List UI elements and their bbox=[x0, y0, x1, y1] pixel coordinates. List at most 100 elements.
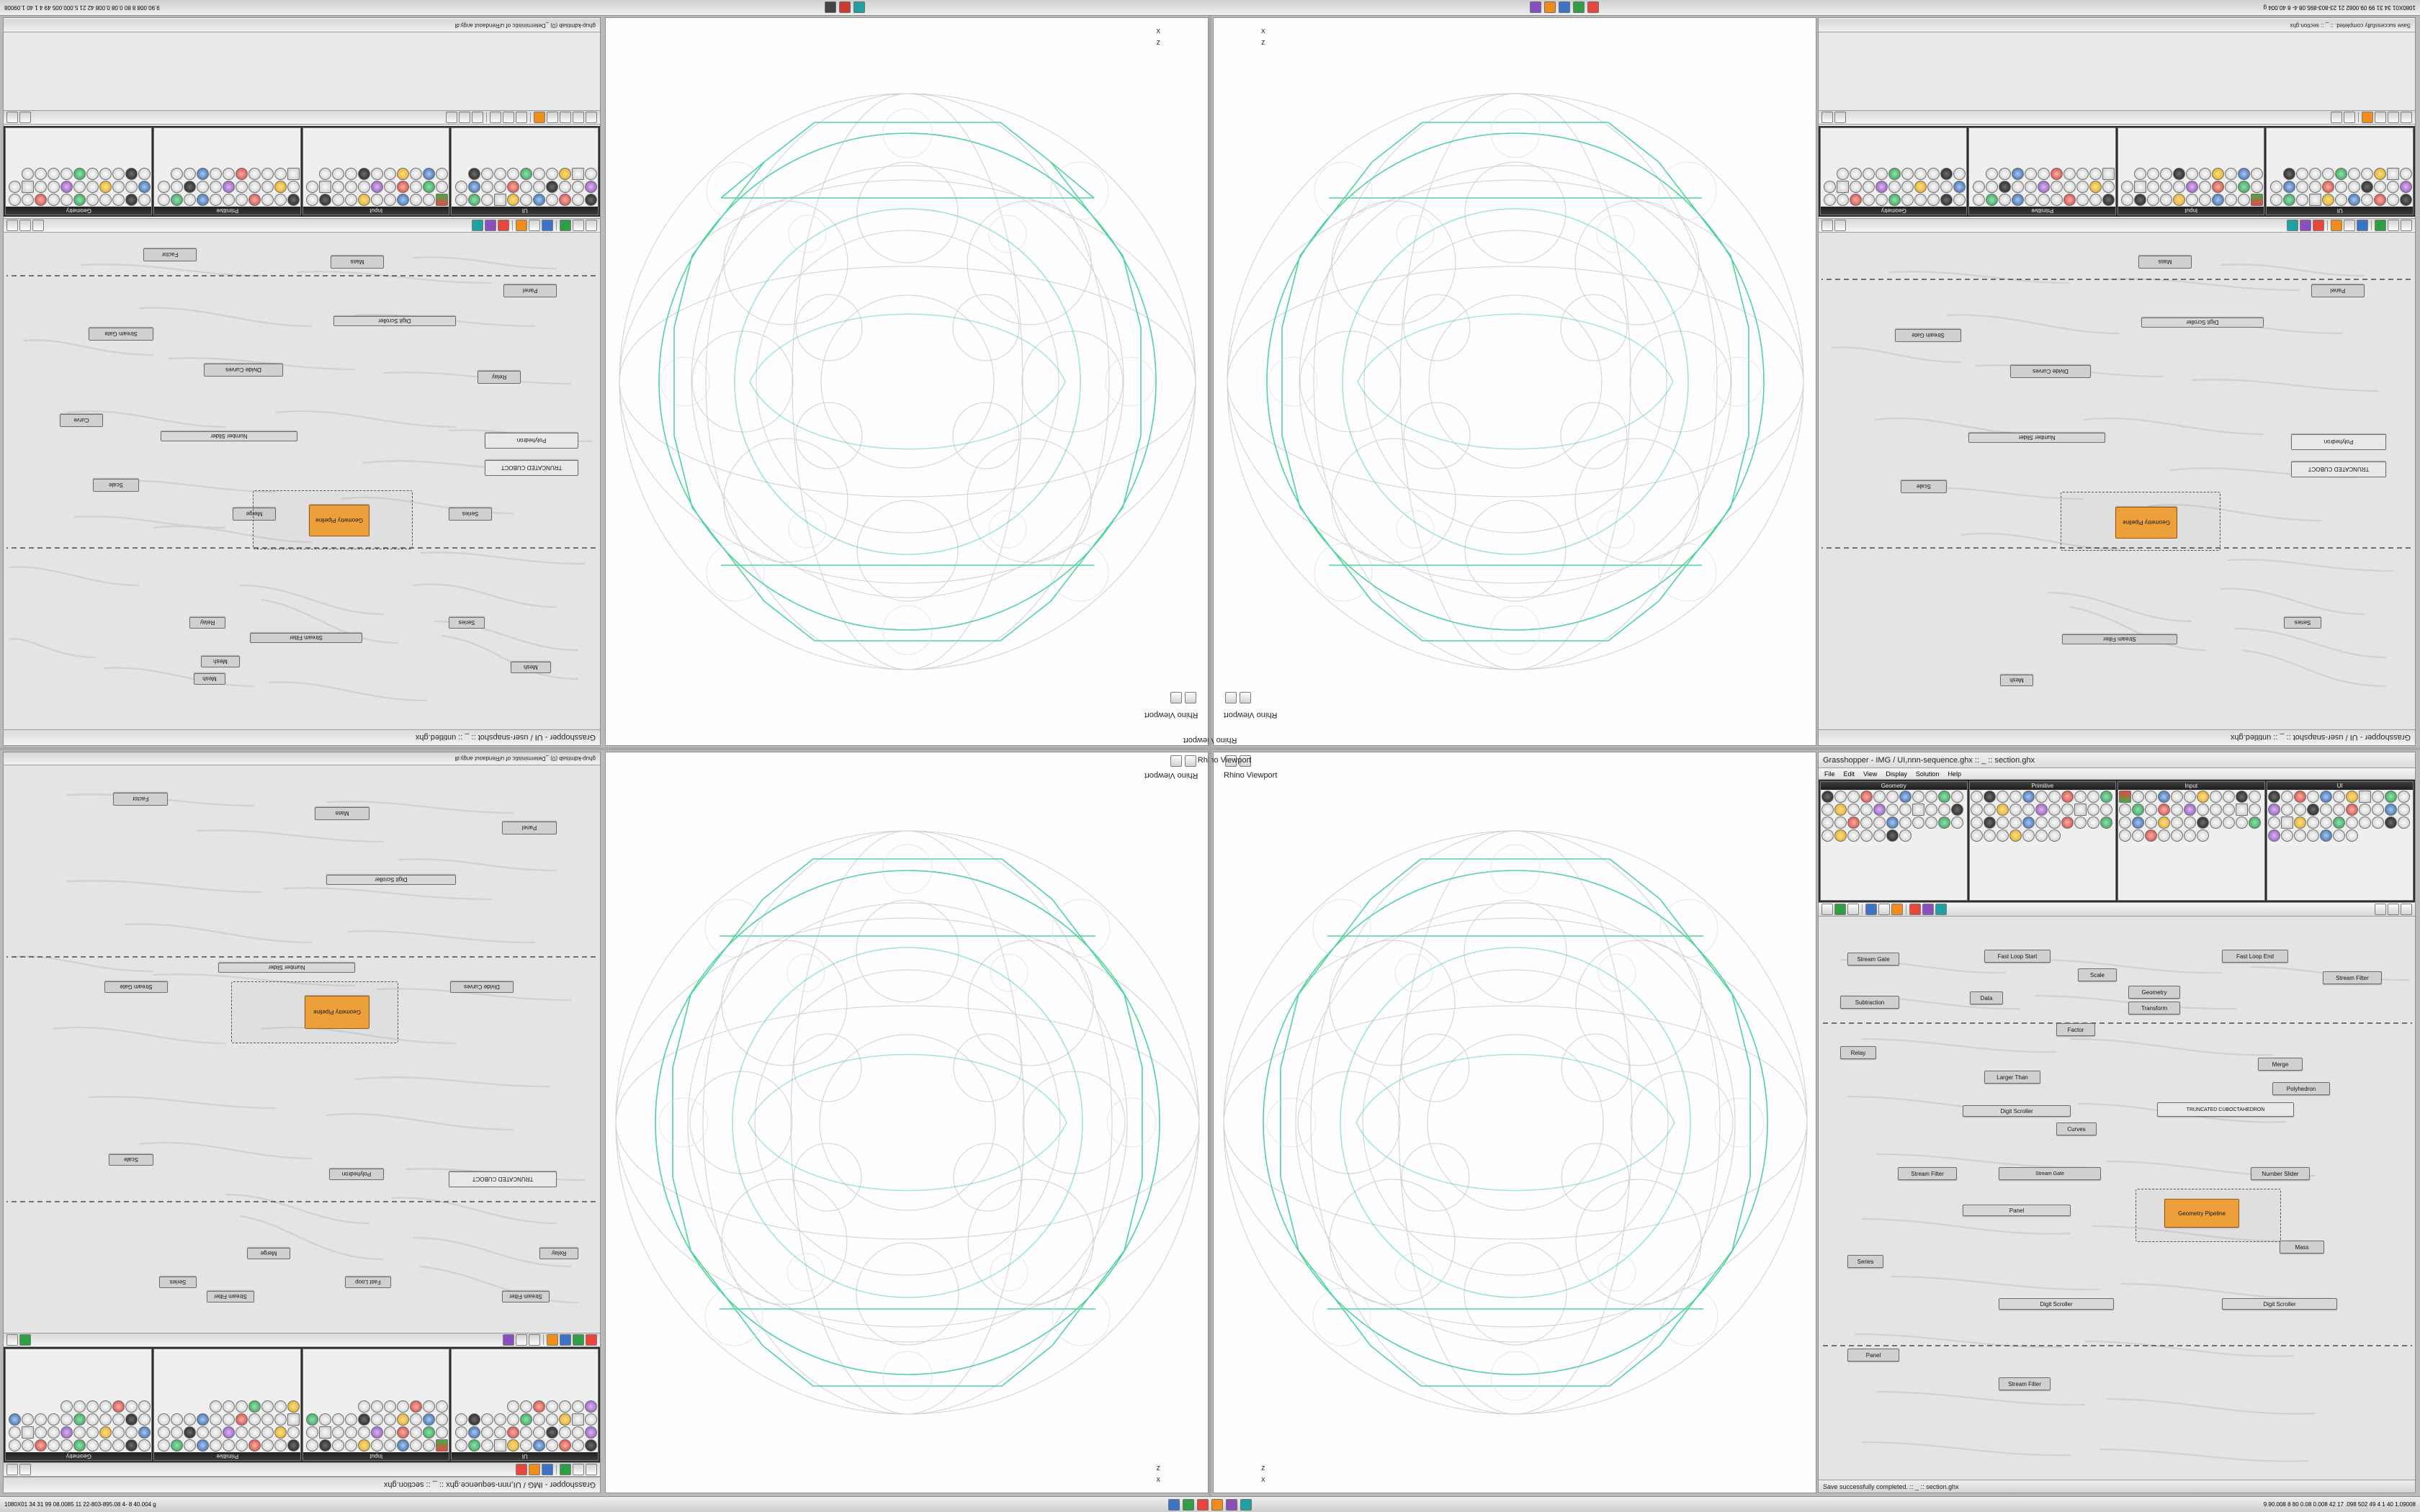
shape-icon-2[interactable] bbox=[503, 112, 514, 123]
ribbon-group-ui[interactable]: UI bbox=[2266, 781, 2414, 901]
gh-ribbon-bl[interactable]: UI Input P bbox=[4, 1347, 600, 1462]
ribbon-group-primitive[interactable]: Primitive bbox=[1968, 127, 2116, 215]
record-icon[interactable] bbox=[516, 1464, 527, 1475]
gh-node[interactable]: Stream Filter bbox=[2323, 971, 2382, 984]
eye-icon[interactable] bbox=[32, 220, 44, 231]
taskbar-app-7[interactable] bbox=[838, 1, 851, 14]
rhino-viewport-top-right[interactable]: x z bbox=[1213, 17, 1816, 746]
ribbon-icons[interactable] bbox=[1821, 128, 1967, 207]
settings-icon[interactable] bbox=[2287, 220, 2298, 231]
gh-node[interactable]: Mass bbox=[2280, 1241, 2324, 1254]
viewport-corner-icons-tl[interactable] bbox=[1170, 692, 1196, 703]
ribbon-tab-label[interactable]: UI bbox=[452, 1452, 598, 1460]
gh-node[interactable]: Stream Gate bbox=[89, 328, 153, 341]
zoom-icon[interactable] bbox=[542, 1464, 553, 1475]
zoom-icon[interactable] bbox=[542, 220, 553, 231]
preview-icon[interactable] bbox=[516, 220, 527, 231]
viewport-icon-a[interactable] bbox=[1170, 755, 1182, 767]
gh-node[interactable]: Mesh bbox=[511, 662, 551, 673]
gh-node[interactable]: Scale bbox=[109, 1154, 153, 1166]
ribbon-tab-label[interactable]: Primitive bbox=[154, 1452, 300, 1460]
viewport-icon-b[interactable] bbox=[1185, 692, 1196, 703]
viewport-canvas-tl[interactable]: x z bbox=[606, 18, 1208, 745]
ribbon-tab-label[interactable]: UI bbox=[2267, 207, 2413, 215]
new-icon[interactable] bbox=[1821, 904, 1833, 915]
gh-node[interactable]: Stream Gate bbox=[1895, 329, 1961, 342]
menu-view[interactable]: View bbox=[1863, 770, 1878, 778]
viewport-canvas-bl[interactable]: x z bbox=[606, 752, 1208, 1493]
ribbon-group-primitive[interactable]: Primitive bbox=[153, 127, 301, 215]
shape-icon-1[interactable] bbox=[516, 112, 527, 123]
ribbon-icons[interactable] bbox=[2118, 790, 2264, 900]
ribbon-tab-label[interactable]: Input bbox=[2118, 207, 2264, 215]
viewport-canvas-br[interactable]: x z bbox=[1214, 752, 1816, 1493]
gh-node[interactable]: Mesh bbox=[201, 656, 240, 667]
gh-node[interactable]: Relay bbox=[189, 617, 225, 629]
dot-icon[interactable] bbox=[534, 112, 545, 123]
new-icon[interactable] bbox=[586, 1464, 597, 1475]
gh-node-slider[interactable]: Digit Scroller bbox=[333, 316, 456, 326]
gh-node-slider[interactable]: Digit Scroller bbox=[1999, 1298, 2114, 1310]
grid-icon[interactable] bbox=[2388, 904, 2399, 915]
letter-icon-d[interactable] bbox=[560, 112, 571, 123]
rhino-viewport-bottom-right[interactable]: x z bbox=[1213, 752, 1816, 1493]
gh-node[interactable]: Fast Loop bbox=[345, 1277, 391, 1288]
gh-node[interactable]: Divide Curves bbox=[2010, 365, 2091, 378]
viewport-canvas-tr[interactable]: x z bbox=[1214, 18, 1816, 745]
shape-icon-2[interactable] bbox=[2331, 112, 2342, 123]
viewport-icon-b[interactable] bbox=[1240, 755, 1251, 767]
taskbar-app-2[interactable] bbox=[1182, 1498, 1194, 1511]
letter-icon-e[interactable] bbox=[586, 112, 597, 123]
top-taskbar[interactable]: 1080X01 34 31 99 09.0082 21 23-803-895.0… bbox=[0, 0, 2420, 16]
preview-icon[interactable] bbox=[2331, 220, 2342, 231]
menu-solution[interactable]: Solution bbox=[1915, 770, 1940, 778]
preview-icon[interactable] bbox=[529, 1464, 540, 1475]
pan-icon[interactable] bbox=[2344, 220, 2355, 231]
save-icon[interactable] bbox=[19, 1334, 31, 1346]
bake-icon[interactable] bbox=[2300, 220, 2311, 231]
gh-node-panel[interactable]: TRUNCATED CUBOCT bbox=[485, 460, 578, 476]
gh-node[interactable]: Panel bbox=[1847, 1349, 1899, 1362]
settings-icon[interactable] bbox=[1935, 904, 1947, 915]
pan-icon[interactable] bbox=[1878, 904, 1890, 915]
taskbar-app-4[interactable] bbox=[1211, 1498, 1223, 1511]
gh-node[interactable]: Larger Than bbox=[1984, 1071, 2040, 1084]
gh-node[interactable]: Stream Filter bbox=[207, 1291, 254, 1302]
ribbon-icons[interactable] bbox=[2118, 128, 2264, 207]
shape-icon-3[interactable] bbox=[1834, 112, 1846, 123]
letter-icon-d[interactable] bbox=[2388, 112, 2399, 123]
gh-node[interactable]: Stream Filter bbox=[250, 633, 362, 643]
bake-icon[interactable] bbox=[1922, 904, 1934, 915]
record-icon[interactable] bbox=[498, 220, 509, 231]
ribbon-icons[interactable] bbox=[452, 1349, 599, 1452]
viewport-corner-icons-bl[interactable] bbox=[1170, 755, 1196, 767]
shape-icon-1[interactable] bbox=[2344, 112, 2355, 123]
gh-node[interactable]: Stream Gate bbox=[104, 981, 168, 993]
ribbon-group-input[interactable]: Input bbox=[2118, 127, 2265, 215]
shape-icon-5[interactable] bbox=[529, 1334, 540, 1346]
gh-node[interactable]: Curve bbox=[60, 414, 103, 427]
open-icon[interactable] bbox=[573, 220, 584, 231]
gh-node[interactable]: Stream Gate bbox=[1847, 953, 1899, 966]
grid-icon[interactable] bbox=[1821, 220, 1833, 231]
gh-node[interactable]: Mass bbox=[331, 256, 384, 269]
ribbon-tab-label[interactable]: Geometry bbox=[6, 207, 152, 215]
preview-icon[interactable] bbox=[1891, 904, 1903, 915]
viewport-icon-a[interactable] bbox=[1225, 692, 1237, 703]
gh-node[interactable]: Merge bbox=[247, 1248, 290, 1259]
shape-icon-2[interactable] bbox=[573, 1334, 584, 1346]
ribbon-tab-label[interactable]: Geometry bbox=[1821, 207, 1967, 215]
rhino-viewport-top-left[interactable]: x z bbox=[605, 17, 1209, 746]
ribbon-icons[interactable] bbox=[155, 128, 301, 207]
gh-node[interactable]: Series bbox=[449, 508, 492, 521]
gh-node-panel[interactable]: TRUNCATED CUBOCT bbox=[2291, 462, 2386, 477]
ribbon-group-input[interactable]: Input bbox=[302, 127, 450, 215]
gh-node-panel[interactable]: Polyhedron bbox=[2291, 434, 2386, 450]
gh-node[interactable]: Factor bbox=[2056, 1023, 2095, 1036]
gh-node-slider[interactable]: Number Slider bbox=[161, 431, 297, 441]
gh-node[interactable]: Series bbox=[159, 1277, 197, 1288]
gh-node[interactable]: Factor bbox=[113, 793, 168, 806]
gh-node-slider[interactable]: Digit Scroller bbox=[2141, 318, 2264, 328]
shape-icon-5[interactable] bbox=[459, 112, 470, 123]
ribbon-icons[interactable] bbox=[303, 128, 449, 207]
